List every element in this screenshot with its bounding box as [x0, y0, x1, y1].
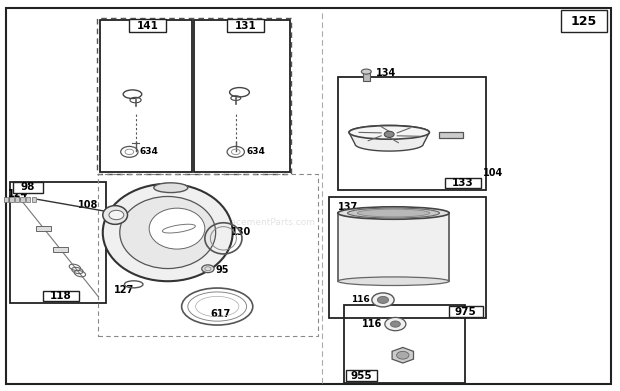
Text: 975: 975 [454, 307, 476, 317]
Ellipse shape [154, 183, 188, 193]
Bar [32, 197, 36, 202]
Text: 116: 116 [361, 319, 382, 329]
Ellipse shape [349, 126, 430, 139]
Text: 98: 98 [20, 182, 35, 192]
Text: 116: 116 [351, 296, 370, 305]
Bar [439, 133, 463, 138]
Polygon shape [392, 348, 414, 363]
Text: 134: 134 [376, 68, 396, 78]
Bar [363, 71, 370, 81]
Bar [20, 197, 25, 202]
Circle shape [202, 265, 214, 273]
Circle shape [384, 131, 394, 138]
Bar [338, 213, 449, 281]
FancyBboxPatch shape [13, 182, 43, 193]
Ellipse shape [149, 208, 205, 249]
FancyBboxPatch shape [560, 11, 607, 32]
Text: 118: 118 [50, 291, 71, 301]
Ellipse shape [348, 208, 440, 218]
Ellipse shape [103, 184, 232, 281]
Bar [37, 226, 51, 231]
FancyBboxPatch shape [346, 370, 377, 381]
Bar [9, 197, 14, 202]
Text: 108: 108 [78, 200, 99, 210]
FancyBboxPatch shape [130, 20, 167, 32]
Bar [15, 197, 19, 202]
Text: 130: 130 [231, 227, 251, 237]
Text: 95: 95 [215, 265, 229, 274]
Text: eReplacementParts.com: eReplacementParts.com [205, 218, 316, 227]
FancyBboxPatch shape [448, 306, 482, 317]
Text: 125: 125 [570, 14, 597, 28]
Circle shape [372, 293, 394, 307]
Circle shape [391, 321, 401, 327]
Text: 104: 104 [482, 168, 503, 178]
Ellipse shape [357, 209, 430, 217]
Ellipse shape [103, 206, 128, 224]
Text: 127: 127 [114, 285, 135, 295]
Ellipse shape [338, 207, 449, 219]
Text: 634: 634 [246, 147, 265, 156]
Circle shape [109, 210, 124, 220]
Text: 133: 133 [452, 178, 474, 188]
Polygon shape [349, 126, 430, 151]
FancyBboxPatch shape [227, 20, 264, 32]
FancyBboxPatch shape [445, 178, 480, 188]
Circle shape [397, 352, 409, 359]
Text: 124: 124 [8, 189, 29, 199]
Text: 137: 137 [338, 202, 358, 212]
Text: 617: 617 [210, 309, 231, 319]
Ellipse shape [338, 277, 449, 285]
Ellipse shape [120, 196, 216, 269]
FancyBboxPatch shape [43, 291, 79, 301]
Text: 141: 141 [137, 21, 159, 30]
Text: 955: 955 [350, 371, 372, 381]
Bar [53, 247, 68, 252]
Text: 634: 634 [140, 147, 159, 156]
Circle shape [385, 317, 406, 331]
Bar [4, 197, 8, 202]
Bar [26, 197, 30, 202]
Ellipse shape [361, 69, 371, 74]
Circle shape [378, 296, 389, 303]
Text: 131: 131 [235, 21, 257, 30]
